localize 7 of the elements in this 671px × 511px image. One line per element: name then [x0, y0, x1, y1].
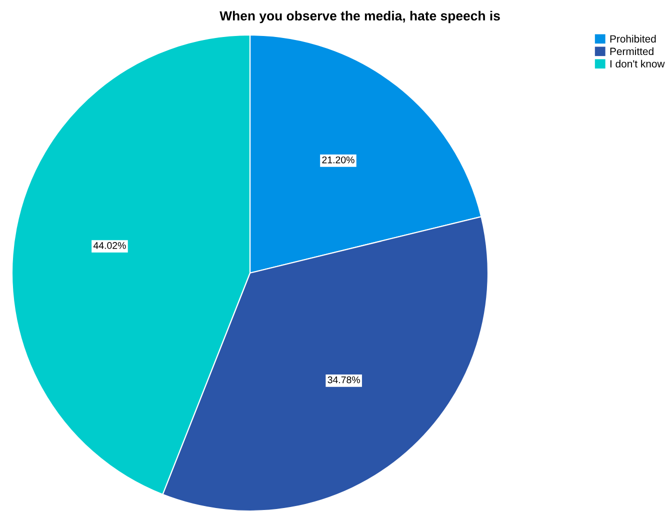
data-label: 34.78% — [328, 376, 360, 384]
data-label: 21.20% — [322, 156, 354, 164]
legend-label: Prohibited — [610, 34, 656, 43]
chart-title: When you observe the media, hate speech is — [220, 10, 500, 24]
legend-label: Permitted — [610, 47, 654, 56]
data-label: 44.02% — [93, 242, 126, 249]
legend-label: I don't know — [610, 60, 665, 68]
